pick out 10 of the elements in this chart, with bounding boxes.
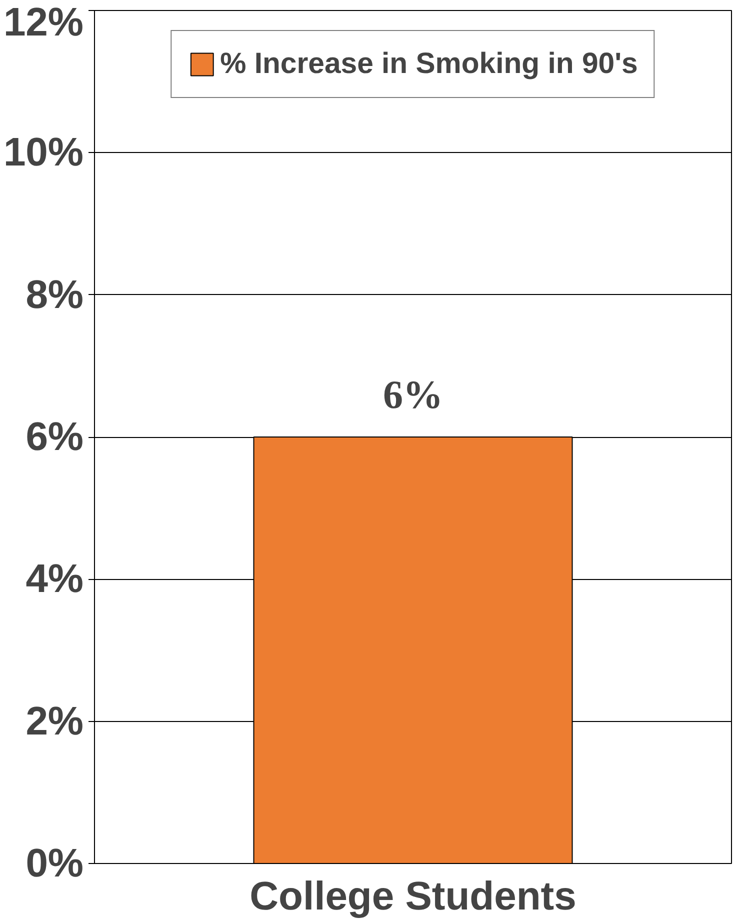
x-tick-label: College Students [250,874,576,918]
legend-label: % Increase in Smoking in 90's [220,47,638,81]
y-tick-label: 8% [26,272,84,317]
y-tick-label: 4% [26,557,84,602]
y-tick-label: 6% [26,415,84,459]
y-tick-label: 0% [26,842,84,886]
y-tick-label: 12% [3,0,84,44]
y-tick-label: 10% [3,130,84,175]
text: 6% [383,372,443,417]
y-tick-label: 2% [26,699,84,744]
